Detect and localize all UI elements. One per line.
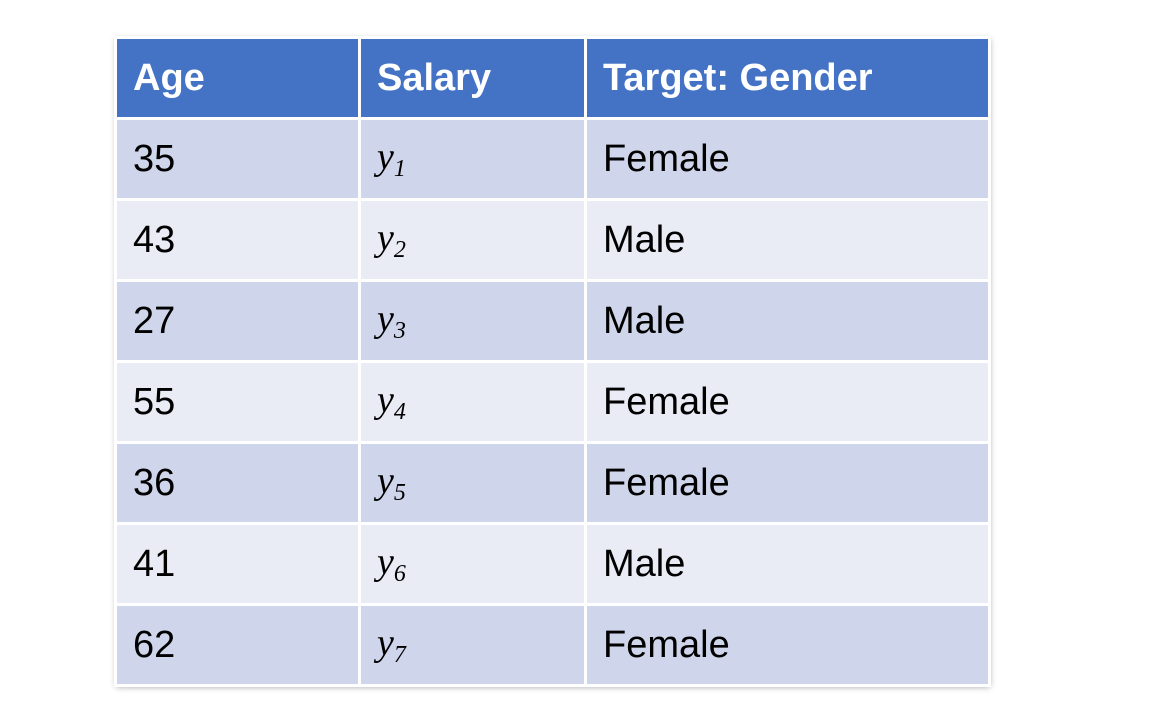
cell-salary: y2 [358, 198, 587, 282]
table-row: 35 y1 Female [114, 117, 991, 201]
salary-subscript: 2 [393, 237, 406, 263]
table-row: 27 y3 Male [114, 279, 991, 363]
salary-variable: y [377, 217, 394, 259]
salary-subscript: 5 [393, 480, 406, 506]
cell-age: 62 [114, 603, 361, 687]
cell-gender: Male [584, 279, 991, 363]
salary-variable: y [377, 379, 394, 421]
table-row: 55 y4 Female [114, 360, 991, 444]
cell-age: 27 [114, 279, 361, 363]
salary-variable: y [377, 136, 394, 178]
table-row: 62 y7 Female [114, 603, 991, 687]
salary-subscript: 7 [393, 642, 406, 668]
cell-salary: y1 [358, 117, 587, 201]
table-row: 36 y5 Female [114, 441, 991, 525]
salary-variable: y [377, 298, 394, 340]
salary-subscript: 3 [393, 318, 406, 344]
header-target-gender: Target: Gender [584, 36, 991, 120]
cell-salary: y4 [358, 360, 587, 444]
data-table-container: Age Salary Target: Gender 35 y1 Female 4… [114, 36, 991, 687]
cell-salary: y6 [358, 522, 587, 606]
table-row: 41 y6 Male [114, 522, 991, 606]
salary-subscript: 1 [393, 156, 406, 182]
cell-gender: Female [584, 603, 991, 687]
header-age: Age [114, 36, 361, 120]
cell-gender: Female [584, 441, 991, 525]
salary-variable: y [377, 460, 394, 502]
cell-salary: y7 [358, 603, 587, 687]
salary-variable: y [377, 622, 394, 664]
cell-age: 55 [114, 360, 361, 444]
cell-salary: y3 [358, 279, 587, 363]
cell-age: 35 [114, 117, 361, 201]
salary-subscript: 6 [393, 561, 406, 587]
table-header-row: Age Salary Target: Gender [114, 36, 991, 120]
table-row: 43 y2 Male [114, 198, 991, 282]
salary-variable: y [377, 541, 394, 583]
cell-gender: Female [584, 360, 991, 444]
header-salary: Salary [358, 36, 587, 120]
cell-gender: Male [584, 522, 991, 606]
cell-salary: y5 [358, 441, 587, 525]
salary-subscript: 4 [393, 399, 406, 425]
cell-age: 41 [114, 522, 361, 606]
cell-age: 43 [114, 198, 361, 282]
data-table: Age Salary Target: Gender 35 y1 Female 4… [114, 36, 991, 687]
cell-gender: Female [584, 117, 991, 201]
cell-gender: Male [584, 198, 991, 282]
cell-age: 36 [114, 441, 361, 525]
